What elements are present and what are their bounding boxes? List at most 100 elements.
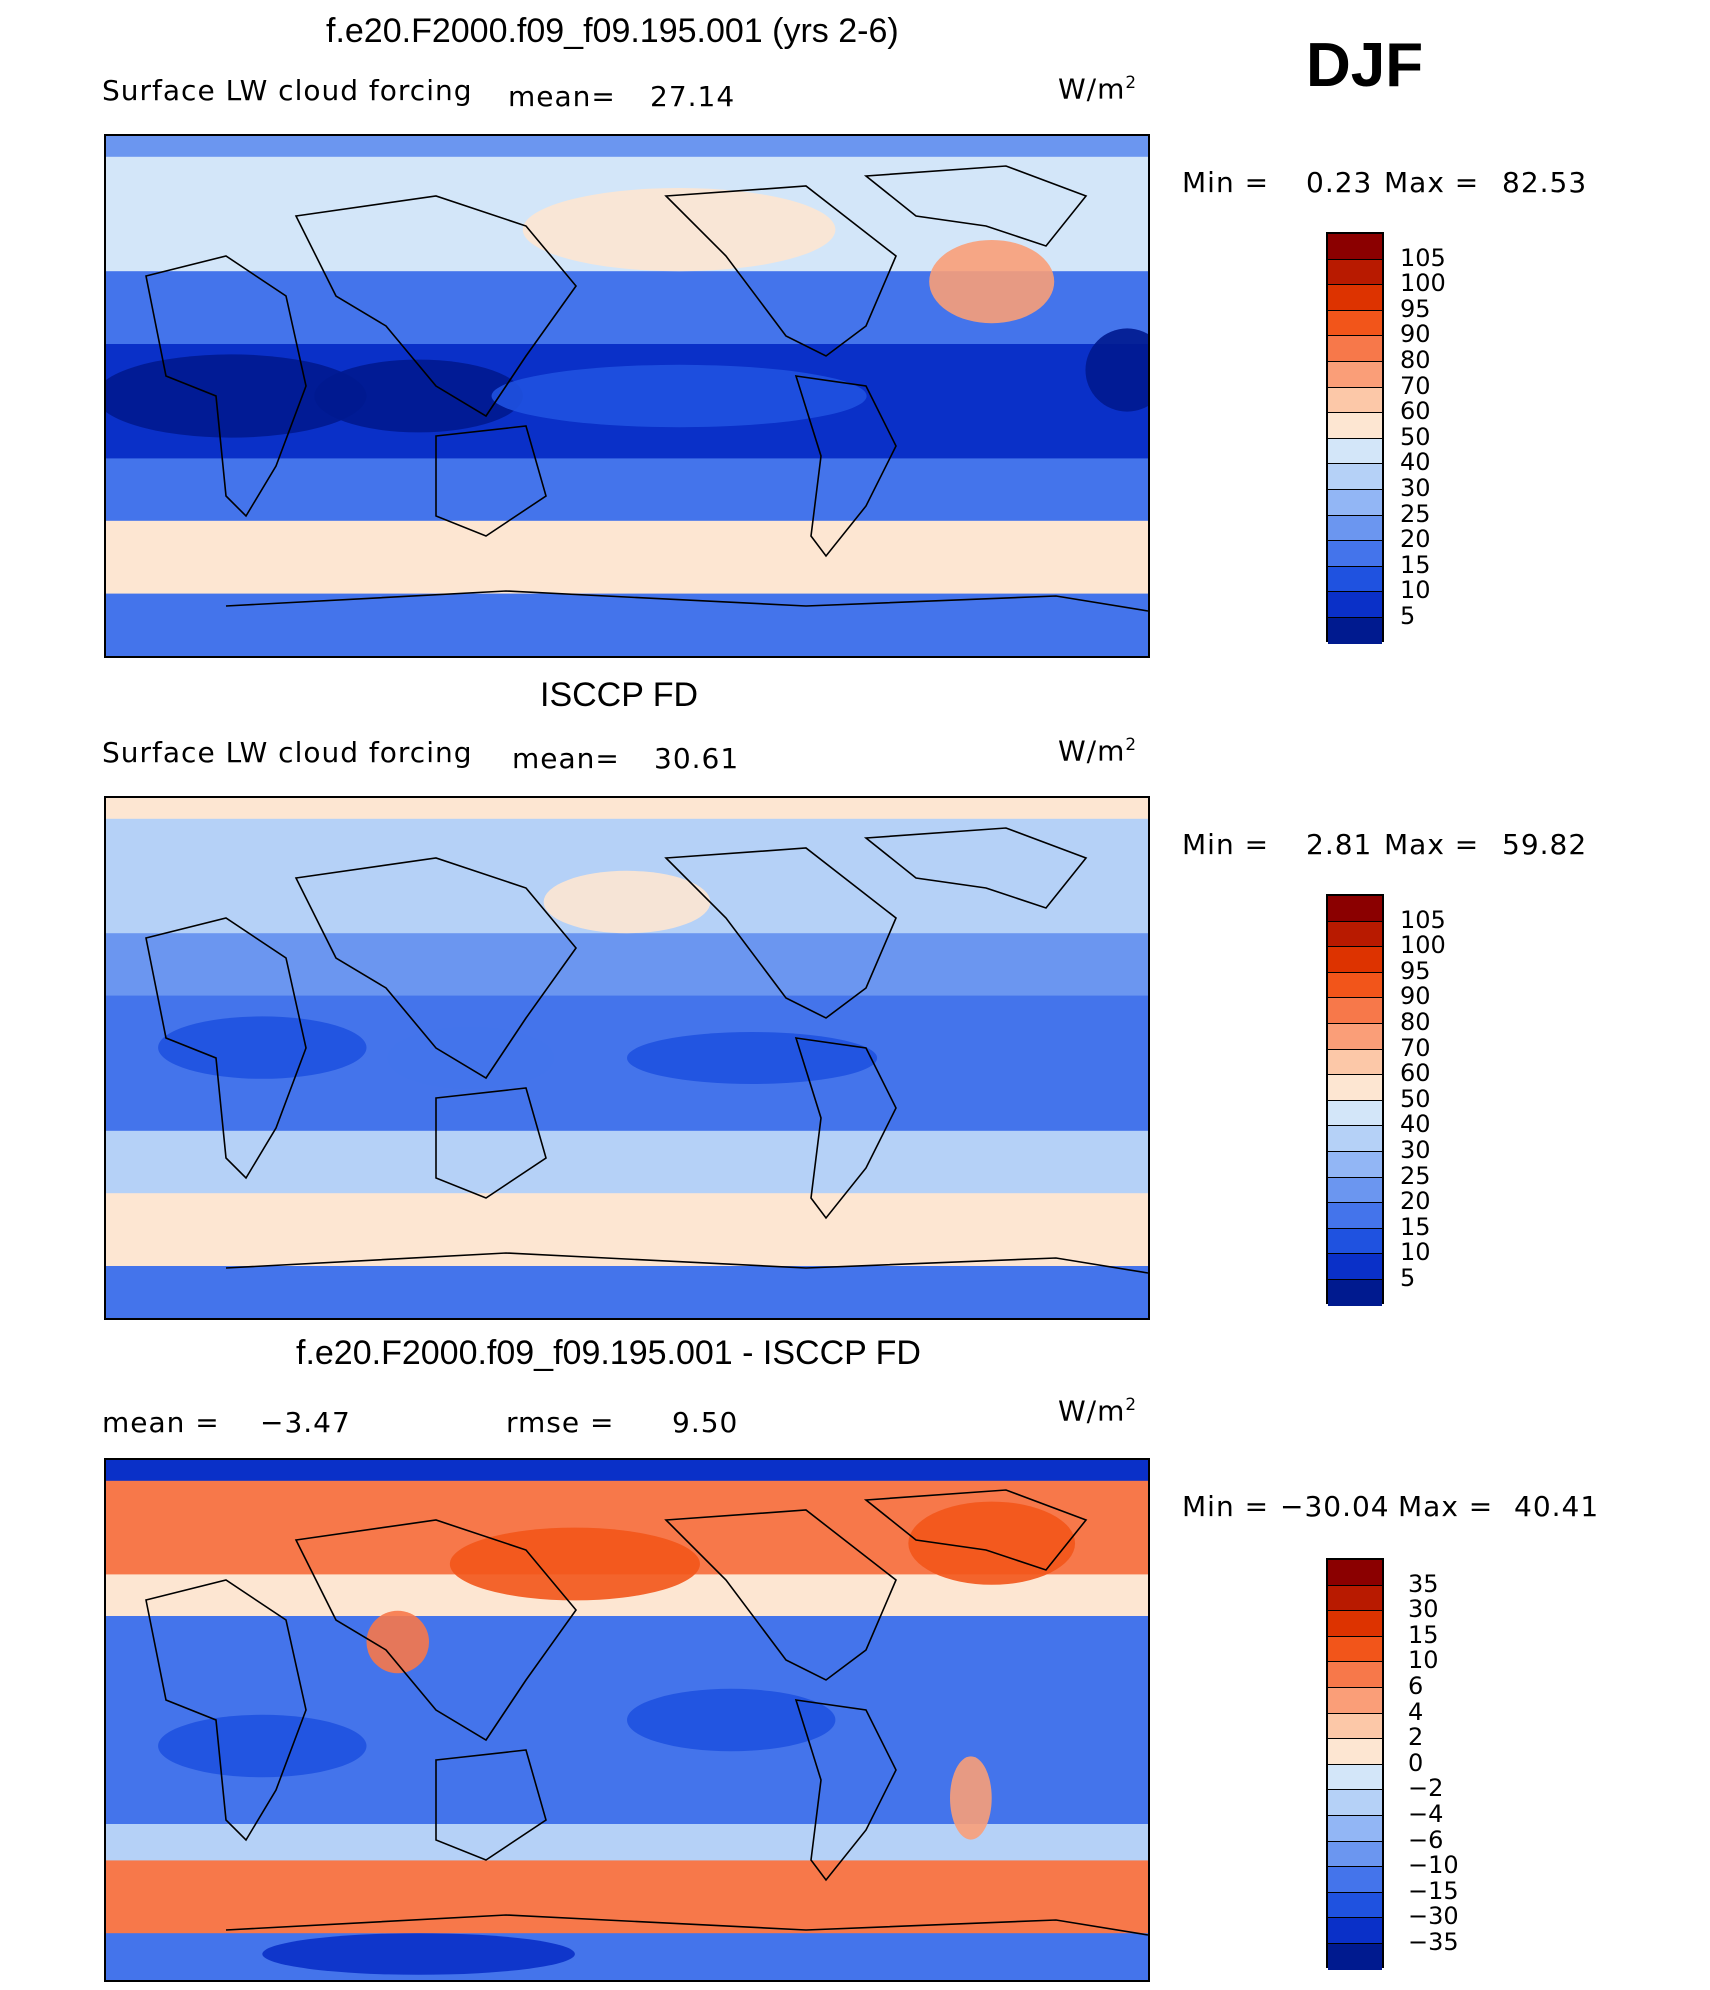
panel2-min-label: Min =	[1182, 828, 1270, 861]
colorbar-tick-label: −4	[1408, 1800, 1444, 1828]
panel3-colorbar	[1326, 1558, 1384, 1970]
colorbar-tick-label: 25	[1400, 1161, 1431, 1190]
panel1-map	[104, 134, 1150, 658]
panel2-mean-label: mean=	[512, 742, 620, 775]
colorbar-tick-label: 10	[1400, 1238, 1431, 1267]
colorbar-tick-label: 95	[1400, 956, 1431, 985]
panel3-units: W/m2	[1058, 1394, 1138, 1428]
panel2-map	[104, 796, 1150, 1320]
colorbar-tick-label: 20	[1400, 525, 1431, 554]
colorbar-swatch	[1328, 1177, 1382, 1204]
colorbar-tick-label: 40	[1400, 1110, 1431, 1139]
colorbar-swatch	[1328, 285, 1382, 311]
colorbar-swatch	[1328, 1254, 1382, 1280]
colorbar-swatch	[1328, 541, 1382, 567]
colorbar-tick-label: 15	[1400, 550, 1431, 579]
panel3-max-value: 40.41	[1514, 1490, 1600, 1523]
colorbar-swatch	[1328, 515, 1382, 542]
season-label: DJF	[1306, 31, 1424, 100]
colorbar-swatch	[1328, 1662, 1382, 1688]
panel1-mean-value: 27.14	[650, 80, 736, 113]
colorbar-tick-label: 40	[1400, 448, 1431, 477]
colorbar-swatch	[1328, 1687, 1382, 1714]
colorbar-swatch	[1328, 1739, 1382, 1765]
colorbar-swatch	[1328, 1023, 1382, 1050]
colorbar-tick-label: 60	[1400, 1059, 1431, 1088]
colorbar-swatch	[1328, 947, 1382, 973]
colorbar-swatch	[1328, 1841, 1382, 1868]
panel2-max-label: Max =	[1384, 828, 1480, 861]
panel3-min-value: −30.04	[1280, 1490, 1390, 1523]
colorbar-tick-label: −2	[1408, 1774, 1444, 1803]
colorbar-tick-label: 70	[1400, 1033, 1431, 1062]
panel3-title: f.e20.F2000.f09_f09.195.001 - ISCCP FD	[296, 1334, 921, 1372]
colorbar-swatch	[1328, 438, 1382, 465]
panel3-mean-label: mean =	[102, 1406, 220, 1439]
panel3-max-label: Max =	[1398, 1490, 1494, 1523]
colorbar-swatch	[1328, 921, 1382, 948]
colorbar-swatch	[1328, 361, 1382, 388]
colorbar-tick-label: 10	[1408, 1646, 1439, 1675]
colorbar-swatch	[1328, 617, 1382, 644]
colorbar-swatch	[1328, 1075, 1382, 1101]
colorbar-swatch	[1328, 310, 1382, 337]
colorbar-tick-label: 15	[1408, 1620, 1439, 1649]
colorbar-swatch	[1328, 1203, 1382, 1229]
colorbar-tick-label: −15	[1408, 1876, 1459, 1905]
colorbar-tick-label: 30	[1400, 1136, 1431, 1164]
colorbar-swatch	[1328, 1100, 1382, 1127]
colorbar-swatch	[1328, 387, 1382, 414]
colorbar-swatch	[1328, 1560, 1382, 1586]
panel1-mean-label: mean=	[508, 80, 616, 113]
panel2-max-value: 59.82	[1502, 828, 1588, 861]
colorbar-tick-label: 95	[1400, 294, 1431, 323]
colorbar-tick-label: −35	[1408, 1928, 1459, 1956]
colorbar-tick-label: 105	[1400, 905, 1446, 934]
colorbar-swatch	[1328, 1126, 1382, 1152]
panel1-colorbar	[1326, 232, 1384, 644]
colorbar-tick-label: 6	[1408, 1672, 1424, 1700]
colorbar-tick-label: 5	[1400, 602, 1416, 630]
colorbar-tick-label: 4	[1408, 1697, 1424, 1726]
colorbar-tick-label: 0	[1408, 1748, 1424, 1777]
panel2-title: ISCCP FD	[540, 676, 699, 714]
panel3-mean-value: −3.47	[260, 1406, 351, 1439]
colorbar-swatch	[1328, 1151, 1382, 1178]
colorbar-tick-label: 80	[1400, 1008, 1431, 1036]
panel1-max-value: 82.53	[1502, 166, 1588, 199]
colorbar-tick-label: 30	[1408, 1595, 1439, 1624]
panel1-subtitle: Surface LW cloud forcing	[102, 74, 473, 107]
colorbar-tick-label: 25	[1400, 499, 1431, 528]
colorbar-tick-label: 60	[1400, 397, 1431, 426]
panel1-max-label: Max =	[1384, 166, 1480, 199]
colorbar-swatch	[1328, 1892, 1382, 1919]
panel3-rmse-value: 9.50	[672, 1406, 739, 1439]
panel3-map	[104, 1458, 1150, 1982]
colorbar-swatch	[1328, 1585, 1382, 1612]
colorbar-swatch	[1328, 1228, 1382, 1255]
colorbar-swatch	[1328, 489, 1382, 516]
colorbar-tick-label: 5	[1400, 1264, 1416, 1292]
panel2-mean-value: 30.61	[654, 742, 740, 775]
colorbar-swatch	[1328, 1279, 1382, 1306]
colorbar-tick-label: 2	[1408, 1723, 1424, 1752]
panel1-title: f.e20.F2000.f09_f09.195.001 (yrs 2-6)	[326, 12, 899, 50]
panel2-colorbar	[1326, 894, 1384, 1306]
colorbar-swatch	[1328, 1790, 1382, 1816]
panel2-units: W/m2	[1058, 734, 1138, 768]
colorbar-swatch	[1328, 1713, 1382, 1740]
colorbar-tick-label: 90	[1400, 320, 1431, 349]
colorbar-tick-label: −6	[1408, 1825, 1444, 1854]
colorbar-tick-label: 70	[1400, 371, 1431, 400]
colorbar-tick-label: 50	[1400, 422, 1431, 451]
colorbar-swatch	[1328, 464, 1382, 490]
colorbar-swatch	[1328, 998, 1382, 1024]
colorbar-tick-label: 105	[1400, 243, 1446, 272]
panel1-min-value: 0.23	[1306, 166, 1373, 199]
panel1-units: W/m2	[1058, 72, 1138, 106]
colorbar-swatch	[1328, 1049, 1382, 1076]
colorbar-tick-label: 35	[1408, 1569, 1439, 1598]
colorbar-tick-label: −10	[1408, 1851, 1459, 1880]
colorbar-swatch	[1328, 972, 1382, 999]
colorbar-swatch	[1328, 336, 1382, 362]
